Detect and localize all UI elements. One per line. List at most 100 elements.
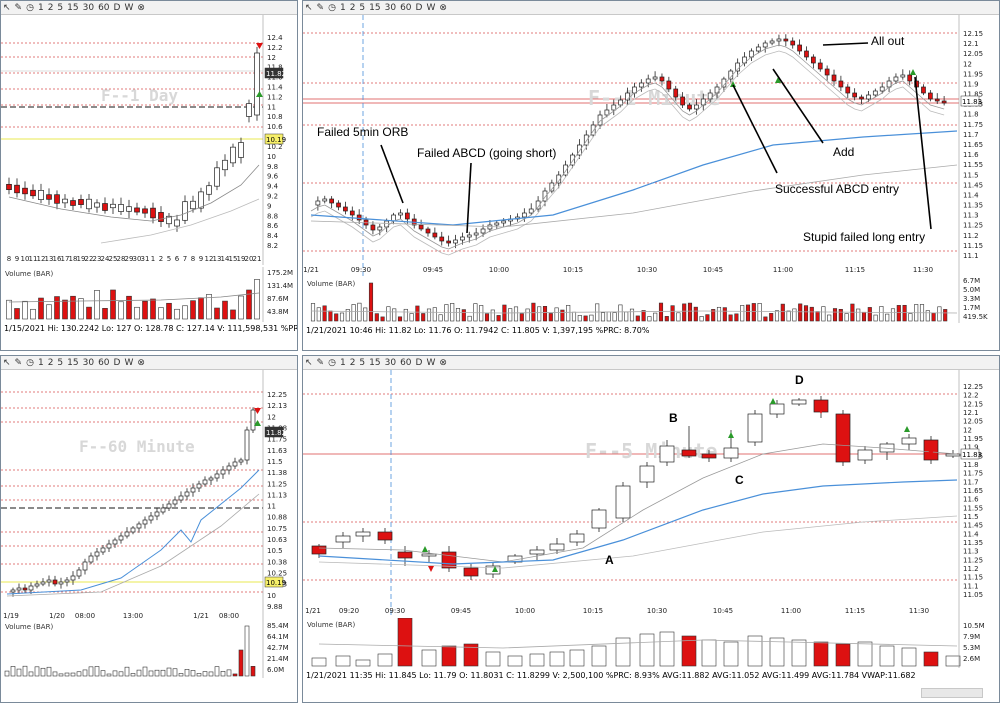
5min-candle: [335, 535, 351, 543]
pencil-icon[interactable]: ✎: [316, 357, 325, 368]
buy-marker: [422, 546, 428, 552]
interval-2[interactable]: 2: [47, 2, 54, 13]
daily-volume-bar: [254, 279, 260, 320]
buy-marker: [775, 77, 781, 83]
60min-candle: [196, 483, 202, 489]
interval-60[interactable]: 60: [400, 357, 412, 368]
pencil-icon[interactable]: ✎: [14, 2, 23, 13]
interval-30[interactable]: 30: [384, 357, 397, 368]
close-icon[interactable]: ⊗: [137, 2, 145, 13]
1min-volume-bar: [844, 313, 849, 322]
interval-1[interactable]: 1: [339, 2, 346, 13]
cursor-icon[interactable]: ↖: [305, 2, 313, 13]
5min-candle: [945, 453, 961, 457]
interval-30[interactable]: 30: [82, 357, 95, 368]
5min-price-chart[interactable]: F--5 Minute A B C D 12.2512.212.1512.112.0512…: [303, 370, 999, 618]
time-axis-label: 9: [199, 255, 203, 263]
1min-candle: [604, 109, 610, 116]
clock-icon[interactable]: ◷: [328, 357, 336, 368]
1min-candle: [852, 92, 858, 98]
60min-candle: [232, 461, 238, 467]
interval-15[interactable]: 15: [67, 357, 79, 368]
price-axis-label: 12: [267, 54, 276, 62]
price-axis-label: 10.63: [267, 536, 287, 544]
price-axis-label: 10: [267, 592, 276, 600]
1min-volume-bar: [745, 304, 751, 322]
time-axis-label: 22: [85, 255, 94, 263]
cursor-icon[interactable]: ↖: [305, 357, 313, 368]
60min-volume-bar: [16, 668, 22, 677]
horizontal-scrollbar[interactable]: [921, 688, 983, 698]
clock-icon[interactable]: ◷: [26, 2, 34, 13]
1min-candle: [900, 74, 906, 78]
buy-marker: [254, 420, 261, 426]
price-tag-bg: [264, 576, 284, 588]
pencil-icon[interactable]: ✎: [14, 357, 23, 368]
price-axis-label: 11.6: [963, 151, 979, 159]
annotation-arrow: [732, 84, 778, 174]
interval-d[interactable]: D: [415, 357, 423, 368]
interval-60[interactable]: 60: [98, 2, 110, 13]
interval-60[interactable]: 60: [98, 357, 110, 368]
interval-30[interactable]: 30: [82, 2, 95, 13]
close-icon[interactable]: ⊗: [439, 357, 447, 368]
interval-2[interactable]: 2: [47, 357, 54, 368]
interval-60[interactable]: 60: [400, 2, 412, 13]
interval-d[interactable]: D: [113, 2, 121, 13]
interval-w[interactable]: W: [124, 357, 134, 368]
daily-volume-bar: [94, 290, 100, 320]
daily-volume-bar: [46, 304, 52, 320]
interval-15[interactable]: 15: [67, 2, 79, 13]
60min-candle: [226, 465, 232, 471]
60min-price-chart[interactable]: F--60 Minute12.2512.131211.8811.7511.631…: [1, 370, 297, 620]
interval-2[interactable]: 2: [349, 2, 356, 13]
interval-30[interactable]: 30: [384, 2, 397, 13]
1min-candle: [638, 82, 644, 88]
time-axis-label: 10:45: [713, 607, 733, 615]
interval-w[interactable]: W: [426, 357, 436, 368]
1min-candle: [370, 224, 376, 231]
interval-d[interactable]: D: [113, 357, 121, 368]
interval-5[interactable]: 5: [57, 357, 64, 368]
60min-candle: [136, 523, 142, 529]
cursor-icon[interactable]: ↖: [3, 2, 11, 13]
5min-volume-bar: [747, 635, 763, 667]
close-icon[interactable]: ⊗: [439, 2, 447, 13]
volume-axis-label: 2.6M: [963, 655, 980, 663]
cursor-icon[interactable]: ↖: [3, 357, 11, 368]
price-axis-label: 11.25: [267, 480, 287, 488]
interval-w[interactable]: W: [426, 2, 436, 13]
1min-volume-bar: [548, 313, 553, 322]
interval-1[interactable]: 1: [37, 357, 44, 368]
price-axis-label: 11.1: [963, 252, 979, 260]
interval-w[interactable]: W: [124, 2, 134, 13]
1min-volume-bar: [415, 305, 420, 322]
5min-volume-bar: [591, 645, 607, 667]
interval-1[interactable]: 1: [37, 2, 44, 13]
interval-1[interactable]: 1: [339, 357, 346, 368]
60min-candle: [184, 491, 190, 497]
interval-5[interactable]: 5: [57, 2, 64, 13]
daily-volume-bar: [142, 300, 148, 320]
price-axis-label: 11.35: [963, 202, 983, 210]
interval-5[interactable]: 5: [359, 357, 366, 368]
close-icon[interactable]: ⊗: [137, 357, 145, 368]
1min-volume-bar: [803, 305, 809, 322]
interval-15[interactable]: 15: [369, 357, 381, 368]
interval-2[interactable]: 2: [349, 357, 356, 368]
toolbar-daily: ↖ ✎ ◷ 1 2 5 15 30 60 D W ⊗: [1, 1, 297, 15]
5min-volume-bar: [857, 641, 873, 667]
price-axis-label: 10: [267, 153, 276, 161]
pencil-icon[interactable]: ✎: [316, 2, 325, 13]
interval-5[interactable]: 5: [359, 2, 366, 13]
interval-d[interactable]: D: [415, 2, 423, 13]
daily-price-chart[interactable]: F--1 Day12.412.21211.811.611.411.21110.8…: [1, 15, 297, 265]
price-axis-label: 9.88: [267, 603, 283, 611]
1min-volume-bar: [635, 315, 640, 322]
clock-icon[interactable]: ◷: [26, 357, 34, 368]
daily-candle: [86, 198, 92, 210]
price-axis-label: 10.25: [267, 570, 287, 578]
clock-icon[interactable]: ◷: [328, 2, 336, 13]
interval-15[interactable]: 15: [369, 2, 381, 13]
